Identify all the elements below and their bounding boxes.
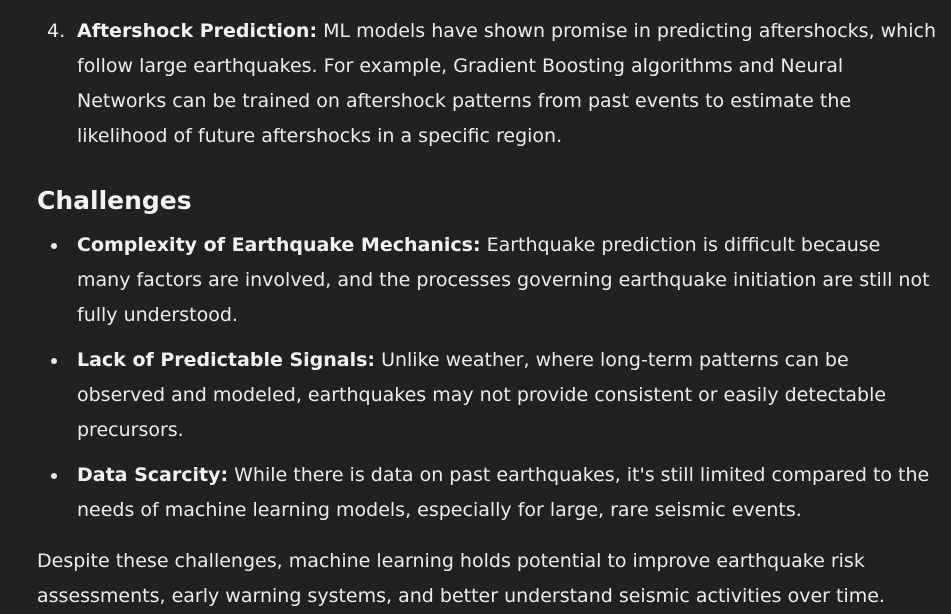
list-item-text: Unlike weather, where long-term patterns… [77,349,887,441]
bullet-icon [51,243,57,249]
list-item-title: Complexity of Earthquake Mechanics: [77,234,481,256]
list-item-title: Lack of Predictable Signals: [77,349,376,371]
list-item-complexity: Complexity of Earthquake Mechanics: Eart… [37,228,937,333]
list-item-title: Aftershock Prediction: [77,20,318,42]
list-item-signals: Lack of Predictable Signals: Unlike weat… [37,343,937,448]
section-heading-challenges: Challenges [37,186,192,215]
bullet-icon [51,473,57,479]
list-item-text: ML models have shown promise in predicti… [77,20,936,147]
list-item-text: Earthquake prediction is difficult becau… [77,234,930,326]
message-content: 4. Aftershock Prediction: ML models have… [37,14,937,614]
bullet-icon [51,358,57,364]
list-number: 4. [47,20,66,42]
list-item-text: While there is data on past earthquakes,… [77,464,930,521]
conclusion-paragraph: Despite these challenges, machine learni… [37,550,885,607]
list-item-data-scarcity: Data Scarcity: While there is data on pa… [37,458,937,528]
list-item-title: Data Scarcity: [77,464,229,486]
list-item-aftershock-prediction: 4. Aftershock Prediction: ML models have… [37,14,937,154]
